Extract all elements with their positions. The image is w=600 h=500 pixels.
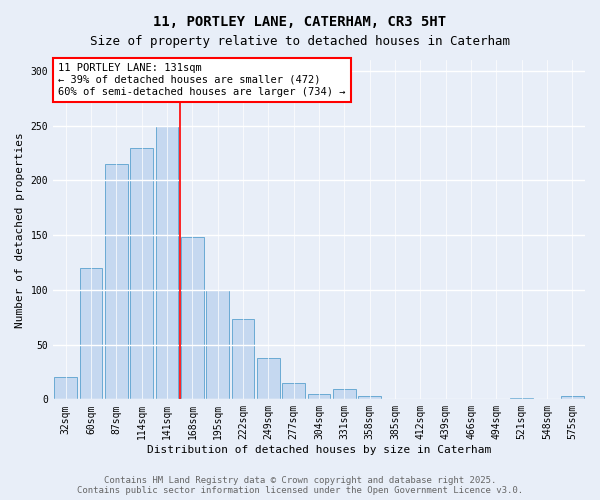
Bar xyxy=(181,238,204,400)
Text: 11, PORTLEY LANE, CATERHAM, CR3 5HT: 11, PORTLEY LANE, CATERHAM, CR3 5HT xyxy=(154,15,446,29)
Bar xyxy=(206,290,229,400)
Text: 11 PORTLEY LANE: 131sqm
← 39% of detached houses are smaller (472)
60% of semi-d: 11 PORTLEY LANE: 131sqm ← 39% of detache… xyxy=(58,64,346,96)
Bar xyxy=(333,390,356,400)
Bar xyxy=(282,383,305,400)
X-axis label: Distribution of detached houses by size in Caterham: Distribution of detached houses by size … xyxy=(147,445,491,455)
Bar xyxy=(55,378,77,400)
Bar xyxy=(105,164,128,400)
Bar xyxy=(358,396,381,400)
Bar xyxy=(561,396,584,400)
Bar xyxy=(232,320,254,400)
Text: Contains HM Land Registry data © Crown copyright and database right 2025.
Contai: Contains HM Land Registry data © Crown c… xyxy=(77,476,523,495)
Bar xyxy=(257,358,280,400)
Bar xyxy=(80,268,103,400)
Text: Size of property relative to detached houses in Caterham: Size of property relative to detached ho… xyxy=(90,35,510,48)
Bar xyxy=(155,126,178,400)
Y-axis label: Number of detached properties: Number of detached properties xyxy=(15,132,25,328)
Bar xyxy=(510,398,533,400)
Bar xyxy=(308,394,331,400)
Bar xyxy=(130,148,153,400)
